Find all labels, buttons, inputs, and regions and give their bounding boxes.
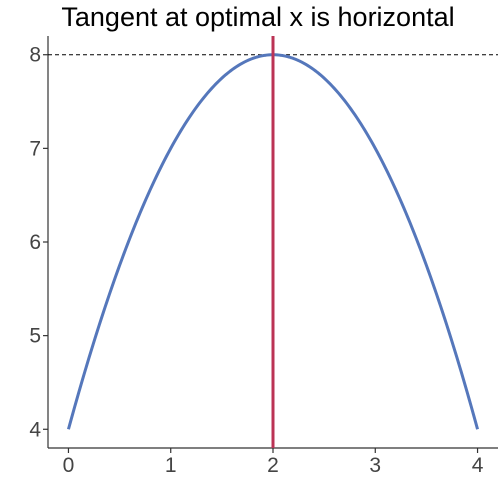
y-tick-label: 6 (29, 231, 41, 254)
x-tick-label: 4 (472, 454, 484, 477)
x-tick-label: 2 (267, 454, 279, 477)
x-tick-label: 1 (165, 454, 177, 477)
y-tick-label: 8 (29, 44, 41, 67)
x-tick-label: 0 (63, 454, 75, 477)
chart-title: Tangent at optimal x is horizontal (61, 2, 454, 32)
y-tick-label: 4 (29, 418, 41, 441)
x-tick-label: 3 (369, 454, 381, 477)
y-tick-label: 7 (29, 137, 41, 160)
plot-area: 4 5 6 7 8 0 1 2 3 4 (29, 36, 498, 477)
y-tick-label: 5 (29, 325, 41, 348)
